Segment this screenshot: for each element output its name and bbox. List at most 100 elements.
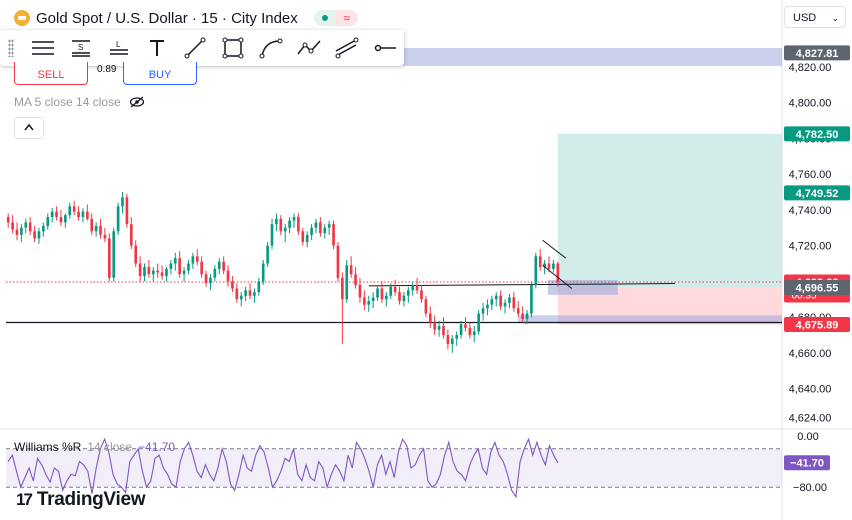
candle-body: [231, 281, 234, 289]
entry-ray: [368, 283, 676, 287]
horizontal-lines-tool[interactable]: [24, 33, 62, 63]
candle-body: [121, 197, 124, 207]
williams-scale-bottom: −80.00: [793, 482, 827, 494]
tradingview-logo[interactable]: 17 TradingView: [16, 489, 146, 511]
candle-body: [156, 270, 160, 273]
price-badge: [784, 280, 850, 296]
williams-band: [6, 448, 782, 488]
y-tick-label: 4,624.00: [789, 412, 832, 424]
path-tool[interactable]: [290, 33, 328, 63]
gold-bar-icon: [14, 10, 30, 26]
candle-body: [376, 288, 379, 298]
candle-body: [217, 261, 221, 269]
candle-body: [288, 220, 291, 228]
chart-header: Gold Spot / U.S. Dollar · 15 · City Inde…: [14, 8, 358, 28]
candle-body: [393, 286, 397, 293]
price-badge: [784, 185, 850, 201]
candle-body: [292, 217, 296, 221]
candle-body: [125, 197, 129, 225]
market-status[interactable]: ≈: [313, 10, 358, 26]
candle-body: [297, 217, 300, 232]
candle-body: [178, 258, 181, 275]
horizontal-ray-tool[interactable]: [366, 33, 404, 63]
williams-name: Williams %R: [14, 440, 82, 454]
market-open-icon: [313, 10, 336, 26]
candle-body: [406, 290, 410, 296]
currency-value: USD: [793, 12, 817, 24]
y-tick-label: 4,720.00: [789, 241, 832, 253]
candle-body: [420, 290, 423, 300]
sell-button[interactable]: SELL: [14, 62, 88, 85]
candle-body: [363, 297, 366, 305]
s-lines-tool[interactable]: S: [62, 33, 100, 63]
text-tool[interactable]: [138, 33, 176, 63]
candle-body: [33, 231, 36, 239]
delayed-data-icon: ≈: [335, 10, 358, 26]
candle-body: [477, 313, 480, 332]
candle-body: [6, 217, 10, 223]
pennant-upper-line: [542, 239, 567, 259]
candle-body: [538, 256, 542, 268]
candle-body: [42, 225, 45, 232]
candle-body: [261, 263, 265, 282]
williams-badge-label: −41.70: [790, 458, 824, 470]
candle-body: [165, 268, 168, 277]
candle-body: [450, 338, 454, 344]
candle-body: [283, 227, 287, 232]
price-badge: [784, 126, 850, 142]
candle-body: [494, 295, 498, 300]
candle-body: [468, 327, 472, 336]
candle-body: [103, 234, 107, 239]
candle-body: [327, 224, 331, 228]
candle-body: [358, 284, 362, 298]
candle-body: [187, 263, 190, 271]
stop-selection-box: [517, 315, 782, 324]
candle-body: [499, 295, 502, 307]
pennant-lower-line: [542, 264, 573, 289]
text-icon: [150, 40, 164, 56]
curve-tool[interactable]: [252, 33, 290, 63]
collapse-legend-button[interactable]: [14, 117, 44, 139]
hidden-eye-icon[interactable]: [129, 96, 145, 108]
rectangle-tool[interactable]: [214, 33, 252, 63]
l-lines-tool[interactable]: L: [100, 33, 138, 63]
buy-button[interactable]: BUY: [123, 62, 197, 85]
horizontal-lines-icon: [32, 41, 54, 55]
candle-body: [134, 245, 138, 264]
candle-body: [143, 267, 146, 277]
price-badge-label: 4,782.50: [796, 129, 839, 141]
candle-body: [279, 218, 283, 232]
candle-body: [257, 281, 261, 293]
candle-body: [213, 268, 217, 278]
candle-body: [349, 265, 353, 275]
candle-body: [446, 335, 450, 344]
ma-indicator-legend[interactable]: MA 5 close 14 close: [14, 95, 145, 109]
candle-body: [55, 211, 58, 218]
candle-body: [200, 261, 203, 275]
drag-handle-icon[interactable]: [8, 39, 14, 57]
candle-body: [204, 274, 208, 284]
symbol-title[interactable]: Gold Spot / U.S. Dollar · 15 · City Inde…: [36, 9, 298, 27]
candle-body: [385, 295, 388, 300]
candle-body: [367, 301, 371, 305]
candle-body: [15, 229, 19, 235]
price-badge-label: 4,827.81: [796, 48, 839, 60]
channel-tool[interactable]: [328, 33, 366, 63]
candle-body: [552, 263, 555, 269]
trendline-tool[interactable]: [176, 33, 214, 63]
candle-body: [371, 297, 375, 302]
ma-indicator-label: MA 5 close 14 close: [14, 95, 121, 109]
countdown-label: 00:35: [791, 290, 816, 301]
chevron-up-icon: [24, 123, 34, 131]
candle-body: [503, 302, 507, 307]
candle-body: [46, 217, 50, 226]
candle-body: [72, 206, 76, 212]
candle-body: [147, 267, 151, 275]
candle-body: [195, 256, 199, 262]
candle-body: [516, 308, 520, 314]
williams-legend[interactable]: Williams %R 14 close −41.70: [14, 440, 175, 454]
currency-select[interactable]: USD ⌄: [784, 6, 846, 28]
candle-body: [530, 284, 533, 314]
y-tick-label: 4,800.00: [789, 98, 832, 110]
candle-body: [116, 206, 120, 232]
